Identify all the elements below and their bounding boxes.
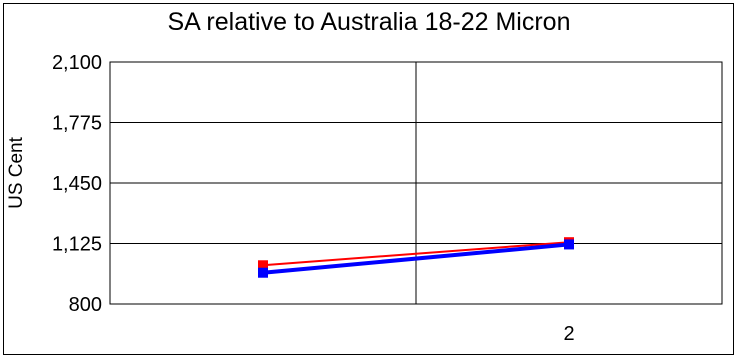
y-axis-label: US Cent <box>6 136 27 209</box>
series-marker <box>258 260 268 271</box>
y-tick-labels: 2,100 1,775 1,450 1,125 800 <box>52 52 102 316</box>
series-marker <box>564 239 574 250</box>
y-tick-label: 1,125 <box>52 234 102 256</box>
y-tick-label: 2,100 <box>52 52 102 74</box>
y-tick-label: 1,450 <box>52 173 102 195</box>
chart-title: SA relative to Australia 18-22 Micron <box>167 8 571 36</box>
y-tick-label: 1,775 <box>52 113 102 135</box>
series-line <box>262 241 570 267</box>
x-tick-label: 2 <box>563 323 574 345</box>
series-marker <box>258 267 268 278</box>
y-tick-label: 800 <box>69 294 102 316</box>
x-tick-labels: 2 <box>563 323 574 345</box>
series-line <box>262 242 570 275</box>
series-group <box>258 237 574 278</box>
gridlines <box>110 61 722 305</box>
